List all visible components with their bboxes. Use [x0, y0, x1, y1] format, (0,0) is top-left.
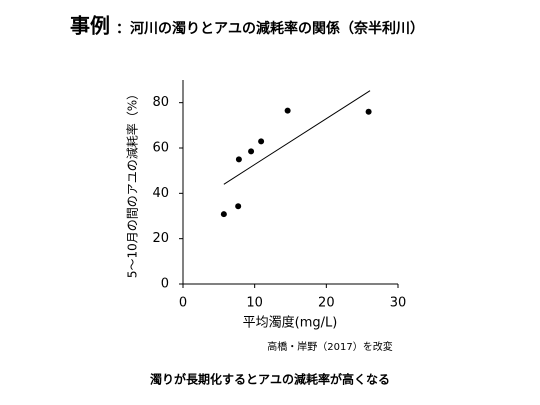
- caption: 濁りが長期化するとアユの減耗率が高くなる: [150, 372, 390, 387]
- y-tick-label: 0: [161, 277, 169, 292]
- trendline: [223, 90, 371, 185]
- slide-title: 事例: [70, 14, 110, 38]
- y-tick-label: 80: [152, 95, 169, 110]
- x-tick-label: 20: [318, 296, 335, 311]
- y-tick-label: 20: [152, 231, 169, 246]
- point: [235, 156, 242, 163]
- point: [235, 203, 242, 210]
- x-tick-label: 0: [179, 296, 187, 311]
- source-note: 高橋・岸野（2017）を改変: [267, 340, 392, 353]
- x-tick-label: 30: [390, 296, 407, 311]
- y-tick-label: 60: [152, 141, 169, 156]
- point: [365, 108, 372, 115]
- slide-subtitle: ：河川の濁りとアユの減耗率の関係（奈半利川）: [116, 20, 424, 37]
- point: [258, 138, 265, 145]
- x-axis-label: 平均濁度(mg/L): [243, 315, 338, 331]
- y-tick-label: 40: [152, 186, 169, 201]
- point: [248, 148, 255, 155]
- point: [284, 107, 291, 114]
- x-tick-label: 10: [246, 296, 263, 311]
- y-axis-label: 5～10月の間のアユの減耗率（%）: [125, 88, 140, 278]
- point: [220, 211, 227, 218]
